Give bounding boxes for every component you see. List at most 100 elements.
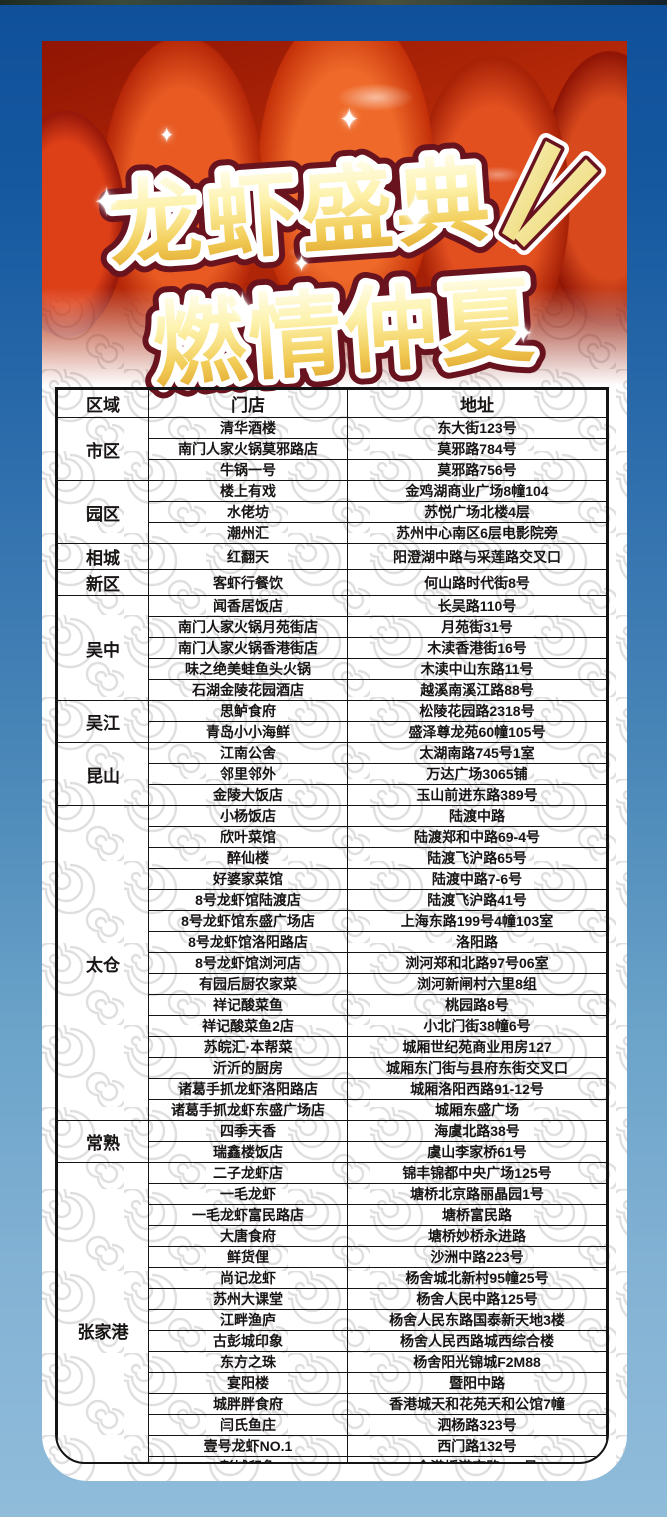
table-row: 8号龙虾馆洛阳路店 洛阳路 xyxy=(58,931,607,953)
table-row: 瑞鑫楼饭店 虞山李家桥61号 xyxy=(58,1141,607,1163)
region-cell: 园区 xyxy=(57,480,149,544)
address-cell: 虞山李家桥61号 xyxy=(347,1141,607,1163)
store-cell: 青岛小小海鲜 xyxy=(148,721,348,743)
address-cell: 阳澄湖中路与采莲路交叉口 xyxy=(347,543,607,570)
address-cell: 浏河新闸村六里8组 xyxy=(347,973,607,995)
address-cell: 金港蟠港南路108号 xyxy=(347,1456,607,1462)
poster-card: 龙虾盛典 龙虾盛典 龙虾盛典 燃情仲夏 燃情仲夏 燃情仲夏 ✦ xyxy=(42,41,627,1481)
table-row: 沂沂的厨房 城厢东门街与县府东街交叉口 xyxy=(58,1057,607,1079)
store-cell: 一毛龙虾富民路店 xyxy=(148,1204,348,1226)
store-cell: 苏皖汇·本帮菜 xyxy=(148,1036,348,1058)
column-header-address: 地址 xyxy=(347,389,607,418)
address-cell: 杨舍人民东路国泰新天地3楼 xyxy=(347,1309,607,1331)
table-row: 青岛小小海鲜 盛泽尊龙苑60幢105号 xyxy=(58,721,607,743)
sparkle-icon: ✦ xyxy=(340,102,359,137)
address-cell: 沙洲中路223号 xyxy=(347,1246,607,1268)
address-cell: 泗杨路323号 xyxy=(347,1414,607,1436)
store-cell: 小杨饭店 xyxy=(148,805,348,827)
address-cell: 杨舍人民西路城西综合楼 xyxy=(347,1330,607,1352)
table-row: 诸葛手抓龙虾洛阳路店 城厢洛阳西路91-12号 xyxy=(58,1078,607,1100)
address-cell: 玉山前进东路389号 xyxy=(347,784,607,806)
store-cell: 沂沂的厨房 xyxy=(148,1057,348,1079)
address-cell: 洛阳路 xyxy=(347,931,607,953)
table-row: 常熟 四季天香 海虞北路38号 xyxy=(57,1120,607,1163)
address-cell: 西门路132号 xyxy=(347,1435,607,1457)
address-cell: 松陵花园路2318号 xyxy=(347,700,607,722)
poster-title-line1: 龙虾盛典 龙虾盛典 龙虾盛典 xyxy=(55,116,544,299)
table-row: 诸葛手抓龙虾东盛广场店 城厢东盛广场 xyxy=(58,1099,607,1121)
address-cell: 陆渡中路7-6号 xyxy=(347,868,607,890)
address-cell: 莫邪路784号 xyxy=(347,438,607,460)
table-row: 昆山 江南公舍 太湖南路745号1室 xyxy=(57,742,607,806)
store-cell: 南门人家火锅香港街店 xyxy=(148,637,348,659)
address-cell: 城厢世纪苑商业用房127 xyxy=(347,1036,607,1058)
address-cell: 木渎香港街16号 xyxy=(347,637,607,659)
store-cell: 石湖金陵花园酒店 xyxy=(148,679,348,701)
address-cell: 海虞北路38号 xyxy=(347,1120,607,1142)
store-cell: 祥记酸菜鱼2店 xyxy=(148,1015,348,1037)
region-cell: 市区 xyxy=(57,417,149,481)
address-cell: 上海东路199号4幢103室 xyxy=(347,910,607,932)
region-cell: 相城 xyxy=(57,543,149,570)
sparkle-icon: ✦ xyxy=(514,316,533,351)
address-cell: 何山路时代街8号 xyxy=(347,569,607,596)
address-cell: 盛泽尊龙苑60幢105号 xyxy=(347,721,607,743)
store-cell: 南门人家火锅月苑街店 xyxy=(148,616,348,638)
store-table: 区域 门店 地址 市区 清华酒楼 东大街123号 南门人家火锅莫邪路店 莫邪路784号牛… xyxy=(57,389,607,1462)
store-cell: 味之绝美蛙鱼头火锅 xyxy=(148,658,348,680)
region-cell: 吴中 xyxy=(57,595,149,701)
store-cell: 祥记酸菜鱼 xyxy=(148,994,348,1016)
address-cell: 浏河郑和北路97号06室 xyxy=(347,952,607,974)
store-cell: 江南公舍 xyxy=(148,742,348,764)
store-cell: 有园后厨农家菜 xyxy=(148,973,348,995)
table-row: 相城 红翻天 阳澄湖中路与采莲路交叉口 xyxy=(57,543,607,570)
store-table-frame: 区域 门店 地址 市区 清华酒楼 东大街123号 南门人家火锅莫邪路店 莫邪路784号牛… xyxy=(55,387,609,1464)
store-cell: 醉仙楼 xyxy=(148,847,348,869)
table-row: 市区 清华酒楼 东大街123号 xyxy=(57,417,607,481)
store-cell: 瑞鑫楼饭店 xyxy=(148,1141,348,1163)
svg-text:燃情仲夏: 燃情仲夏 xyxy=(149,268,539,399)
table-row: 邻里邻外 万达广场3065铺 xyxy=(58,763,607,785)
address-cell: 苏悦广场北楼4层 xyxy=(347,501,607,523)
store-cell: 8号龙虾馆浏河店 xyxy=(148,952,348,974)
store-cell: 闻香居饭店 xyxy=(148,595,348,617)
address-cell: 杨舍人民中路125号 xyxy=(347,1288,607,1310)
store-cell: 欣叶菜馆 xyxy=(148,826,348,848)
table-row: 一毛龙虾 塘桥北京路丽晶园1号 xyxy=(58,1183,607,1205)
store-cell: 二子龙虾店 xyxy=(148,1162,348,1184)
address-cell: 苏州中心南区6层电影院旁 xyxy=(347,522,607,544)
store-cell: 8号龙虾馆东盛广场店 xyxy=(148,910,348,932)
table-row: 壹号龙虾NO.1 西门路132号 xyxy=(58,1435,607,1457)
address-cell: 月苑街31号 xyxy=(347,616,607,638)
store-cell: 金陵大饭店 xyxy=(148,784,348,806)
address-cell: 杨舍阳光锦城F2M88 xyxy=(347,1351,607,1373)
table-row: 江畔渔庐 杨舍人民东路国泰新天地3楼 xyxy=(58,1309,607,1331)
store-cell: 诸葛手抓龙虾东盛广场店 xyxy=(148,1099,348,1121)
table-row: 张家港 二子龙虾店 锦丰锦都中央广场125号 xyxy=(57,1162,607,1462)
table-row: 闫氏鱼庄 泗杨路323号 xyxy=(58,1414,607,1436)
store-cell: 壹号龙虾NO.1 xyxy=(148,1435,348,1457)
address-cell: 暨阳中路 xyxy=(347,1372,607,1394)
address-cell: 长吴路110号 xyxy=(347,595,607,617)
store-cell: 大唐食府 xyxy=(148,1225,348,1247)
address-cell: 太湖南路745号1室 xyxy=(347,742,607,764)
region-cell: 太仓 xyxy=(57,805,149,1121)
store-cell: 宴阳楼 xyxy=(148,1372,348,1394)
sparkle-icon: ✦ xyxy=(294,250,310,278)
address-cell: 桃园路8号 xyxy=(347,994,607,1016)
table-row: 祥记酸菜鱼2店 小北门街38幢6号 xyxy=(58,1015,607,1037)
store-cell: 客虾行餐饮 xyxy=(148,569,348,596)
store-cell: 四季天香 xyxy=(148,1120,348,1142)
store-cell: 苏州大课堂 xyxy=(148,1288,348,1310)
table-row: 醉仙楼 陆渡飞沪路65号 xyxy=(58,847,607,869)
address-cell: 城厢洛阳西路91-12号 xyxy=(347,1078,607,1100)
region-cell: 吴江 xyxy=(57,700,149,743)
address-cell: 陆渡中路 xyxy=(347,805,607,827)
region-cell: 张家港 xyxy=(57,1162,149,1462)
store-cell: 诸葛手抓龙虾洛阳路店 xyxy=(148,1078,348,1100)
store-cell: 思鲈食府 xyxy=(148,700,348,722)
address-cell: 东大街123号 xyxy=(347,417,607,439)
table-row: 一毛龙虾富民路店 塘桥富民路 xyxy=(58,1204,607,1226)
address-cell: 塘桥北京路丽晶园1号 xyxy=(347,1183,607,1205)
store-cell: 好婆家菜馆 xyxy=(148,868,348,890)
